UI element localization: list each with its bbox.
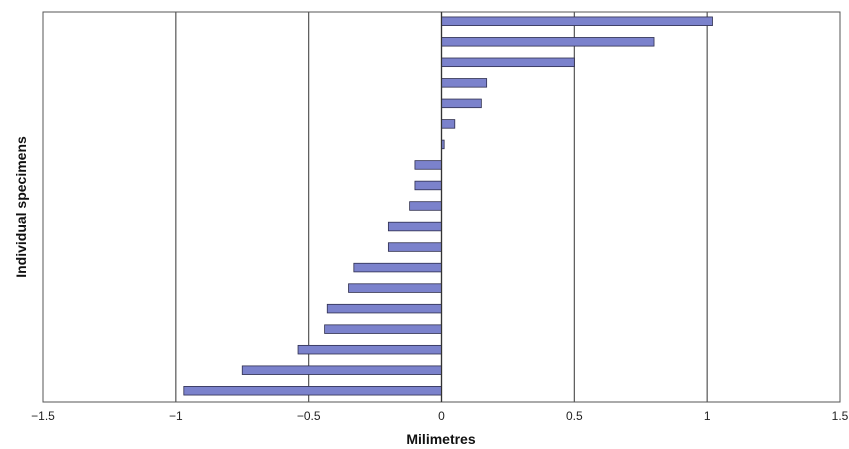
bar-specimen-11	[387, 221, 442, 232]
bar-specimen-5	[441, 98, 482, 109]
bar-specimen-16	[324, 324, 442, 334]
bar-specimen-8	[414, 160, 442, 170]
x-tick-labels: −1.5 −1 −0.5 0 0.5 1 1.5	[31, 409, 849, 423]
bars	[183, 16, 713, 396]
x-axis-title: Milimetres	[406, 431, 475, 447]
bar-specimen-12	[387, 242, 442, 252]
bar-specimen-14	[348, 283, 442, 293]
x-tick-label-3: 0	[438, 409, 445, 423]
y-axis-title: Individual specimens	[13, 136, 29, 278]
bar-specimen-19	[183, 386, 442, 396]
x-tick-label-1: −1	[169, 409, 183, 423]
x-tick-label-0: −1.5	[31, 409, 55, 423]
bar-specimen-2	[441, 37, 655, 47]
bar-specimen-10	[409, 201, 442, 211]
x-tick-label-6: 1.5	[832, 409, 849, 423]
bar-specimen-15	[326, 303, 442, 314]
bar-specimen-13	[353, 262, 442, 273]
bar-specimen-17	[297, 344, 442, 355]
bar-specimen-9	[414, 180, 442, 191]
bar-specimen-1	[441, 16, 713, 26]
x-tick-label-4: 0.5	[566, 409, 583, 423]
x-tick-label-5: 1	[704, 409, 711, 423]
bar-specimen-6	[441, 119, 456, 129]
bar-specimen-4	[441, 78, 488, 88]
bar-specimen-18	[241, 365, 442, 375]
bar-specimen-3	[441, 57, 575, 68]
x-tick-label-2: −0.5	[297, 409, 321, 423]
